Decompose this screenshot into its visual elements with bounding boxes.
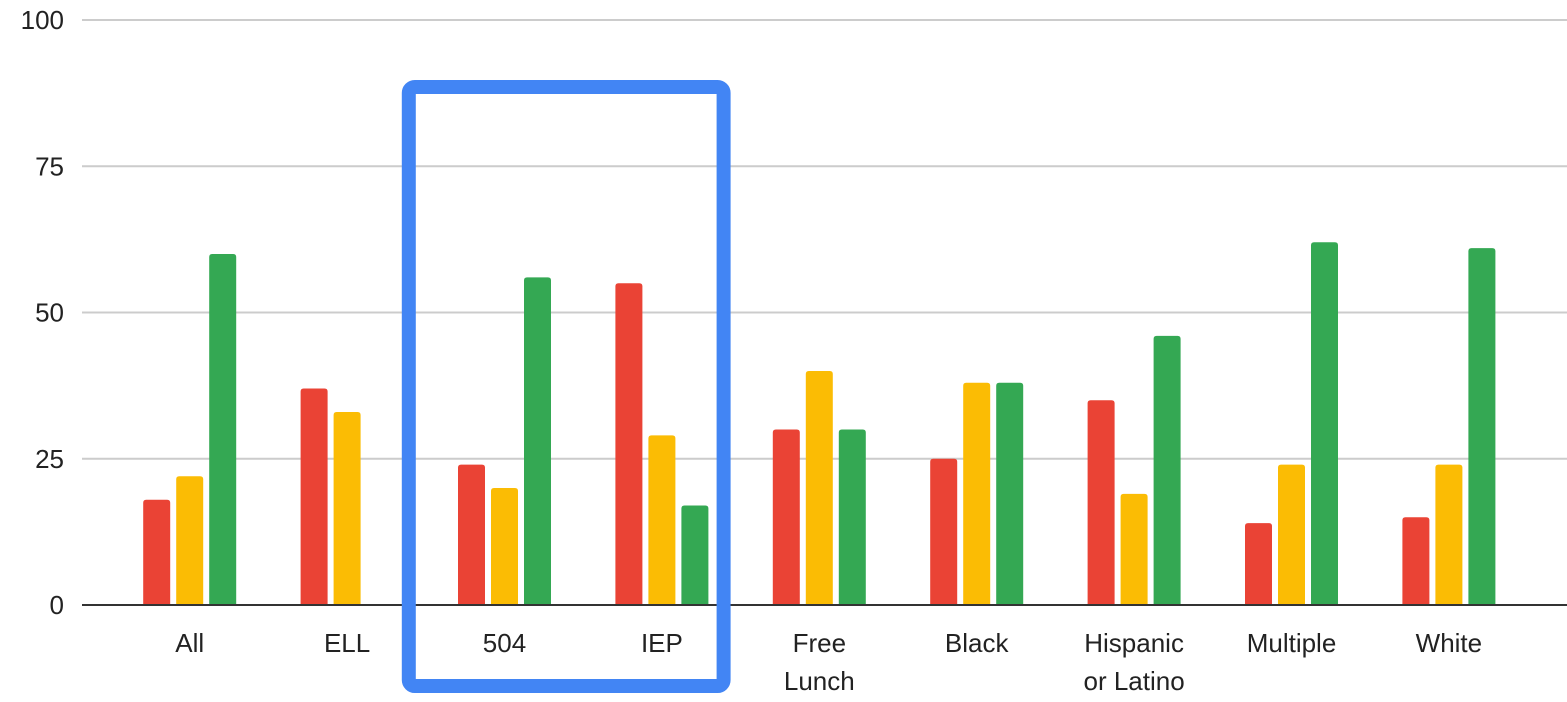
- x-tick-label: IEP: [641, 628, 683, 658]
- x-tick-label: Lunch: [784, 666, 855, 696]
- bar: [615, 283, 643, 605]
- x-tick-label: ELL: [324, 628, 370, 658]
- x-tick-label: Free: [793, 628, 846, 658]
- bar: [1245, 523, 1272, 605]
- bar: [176, 476, 204, 605]
- bar: [1468, 248, 1496, 605]
- bar: [772, 429, 800, 605]
- bar: [1311, 242, 1338, 606]
- bar: [300, 388, 328, 605]
- bar: [1435, 464, 1463, 605]
- bar: [838, 429, 866, 605]
- y-tick-label: 0: [50, 590, 64, 620]
- bar: [930, 458, 958, 605]
- bar: [1087, 400, 1115, 605]
- x-tick-label: Multiple: [1247, 628, 1337, 658]
- bar: [491, 488, 518, 605]
- y-tick-label: 50: [35, 298, 64, 328]
- y-tick-label: 25: [35, 444, 64, 474]
- bar: [963, 382, 991, 605]
- bar: [458, 464, 485, 605]
- bar: [143, 499, 171, 605]
- bar: [1153, 335, 1181, 605]
- bar: [333, 411, 361, 605]
- bar: [1278, 464, 1305, 605]
- highlight-box: [401, 80, 731, 693]
- bar: [648, 435, 676, 605]
- y-tick-label: 75: [35, 151, 64, 181]
- x-tick-label: All: [175, 628, 204, 658]
- x-tick-label: or Latino: [1084, 666, 1185, 696]
- bar: [681, 505, 709, 605]
- bar: [805, 371, 833, 605]
- x-tick-label: Hispanic: [1084, 628, 1184, 658]
- highlight: [401, 80, 731, 693]
- bars: [143, 242, 1496, 606]
- bar: [1120, 493, 1148, 605]
- x-tick-label: White: [1416, 628, 1482, 658]
- bar: [1402, 517, 1430, 605]
- bar: [524, 277, 551, 605]
- bar: [209, 254, 237, 605]
- labels: 0 25 50 75 100 All ELL 504 IEP Free Lunch Black Hisp…: [21, 5, 1483, 696]
- bar: [996, 382, 1024, 605]
- x-tick-label: Black: [945, 628, 1010, 658]
- x-tick-label: 504: [483, 628, 526, 658]
- y-tick-label: 100: [21, 5, 64, 35]
